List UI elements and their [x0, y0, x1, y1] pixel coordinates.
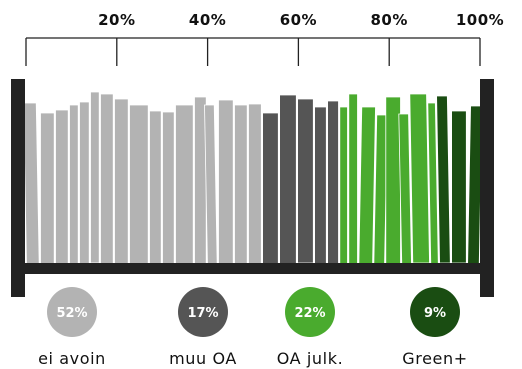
book-ei-avoin-14	[218, 99, 234, 265]
shelf-left-post	[11, 79, 25, 297]
book-green--0	[436, 95, 451, 264]
axis-tick-label: 100%	[456, 11, 504, 29]
legend-label-muu-oa: muu OA	[169, 349, 237, 368]
book-oa-julk--2	[358, 106, 376, 268]
legend-bubble-muu-oa	[178, 287, 228, 337]
book-muu-oa-1	[279, 94, 297, 267]
book-oa-julk--6	[409, 93, 430, 264]
legend-value-muu-oa: 17%	[187, 306, 218, 321]
book-oa-julk--4	[385, 96, 401, 267]
shelf	[11, 79, 494, 297]
legend-label-oa-julk-: OA julk.	[277, 349, 344, 368]
axis-tick-label: 40%	[189, 11, 226, 29]
legend-value-oa-julk-: 22%	[294, 306, 325, 321]
legend-label-green-: Green+	[402, 349, 467, 368]
book-ei-avoin-6	[100, 93, 114, 266]
book-oa-julk--0	[339, 106, 348, 266]
book-ei-avoin-16	[248, 103, 262, 265]
legend-bubble-oa-julk-	[285, 287, 335, 337]
book-ei-avoin-0	[23, 102, 40, 266]
book-oa-julk--1	[348, 93, 358, 267]
legend-value-ei-avoin: 52%	[56, 306, 87, 321]
book-ei-avoin-9	[149, 110, 162, 265]
axis-tick-label: 60%	[280, 11, 317, 29]
book-ei-avoin-10	[162, 111, 175, 265]
axis-tick-label: 80%	[370, 11, 407, 29]
axis-tick-label: 20%	[98, 11, 135, 29]
book-ei-avoin-1	[40, 112, 55, 266]
book-ei-avoin-8	[129, 104, 149, 266]
shelf-right-post	[480, 79, 494, 297]
book-ei-avoin-7	[114, 98, 129, 265]
legend-bubble-green-	[410, 287, 460, 337]
book-muu-oa-0	[262, 112, 279, 267]
books	[23, 91, 483, 268]
book-green--1	[451, 110, 467, 264]
book-muu-oa-3	[314, 106, 327, 266]
book-ei-avoin-5	[90, 91, 100, 264]
legend-label-ei-avoin: ei avoin	[38, 349, 106, 368]
book-muu-oa-2	[297, 98, 314, 264]
book-ei-avoin-2	[55, 109, 69, 267]
shelf-board	[11, 263, 494, 274]
book-muu-oa-4	[327, 100, 339, 268]
book-ei-avoin-4	[79, 101, 90, 265]
legend: 52% ei avoin 17% muu OA 22% OA julk. 9% Green+	[38, 287, 467, 368]
book-ei-avoin-11	[175, 104, 194, 266]
legend-bubble-ei-avoin	[47, 287, 97, 337]
legend-value-green-: 9%	[424, 306, 446, 321]
book-ei-avoin-15	[234, 104, 248, 267]
book-ei-avoin-3	[69, 104, 79, 267]
top-axis: 20% 40% 60% 80% 100%	[25, 11, 504, 66]
